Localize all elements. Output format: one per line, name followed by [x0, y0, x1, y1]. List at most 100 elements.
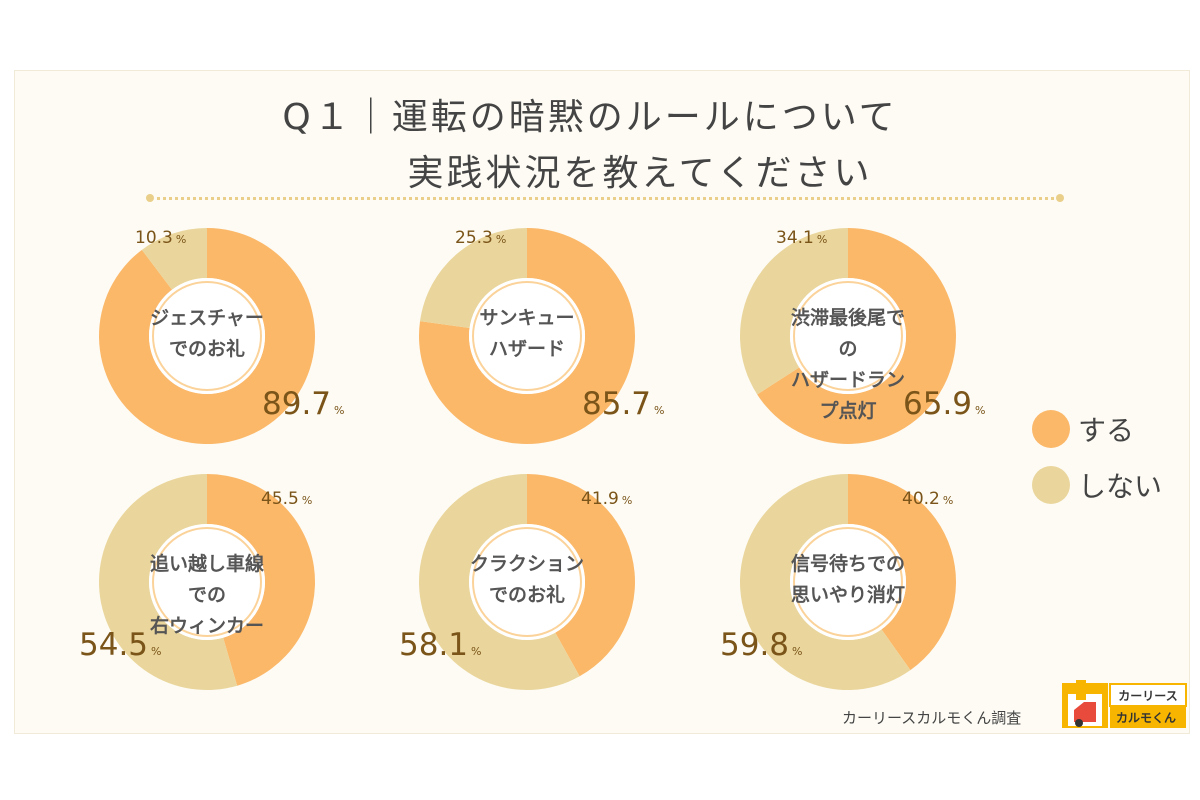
donut-center-label: ジェスチャー でのお礼 — [142, 303, 272, 365]
label-line1: 追い越し車線での — [149, 553, 264, 606]
value-label-suru: 85.7% — [582, 386, 664, 422]
label-line2: でのお礼 — [488, 584, 565, 606]
donut-center-label: 信号待ちでの 思いやり消灯 — [783, 549, 913, 611]
percent-sign: % — [792, 645, 803, 658]
divider-dot — [1056, 194, 1064, 202]
slice-suru — [757, 228, 956, 445]
label-line1: 渋滞最後尾での — [790, 307, 905, 360]
value-number: 54.5 — [79, 627, 149, 663]
value-number: 34.1 — [776, 228, 814, 248]
label-line2: でのお礼 — [168, 338, 245, 360]
slice-suru — [527, 474, 635, 677]
donut-center-label: 追い越し車線での右ウィンカー — [142, 549, 272, 642]
percent-sign: % — [471, 645, 482, 658]
survey-credit: カーリースカルモくん調査 — [842, 709, 1022, 727]
donut-chart — [98, 228, 315, 444]
slice-suru — [98, 228, 315, 444]
label-line1: 信号待ちでの — [790, 553, 905, 575]
divider-dot — [146, 194, 154, 202]
value-number: 25.3 — [455, 228, 493, 248]
donut-chart — [419, 228, 635, 444]
legend-item-suru: する — [1032, 409, 1134, 449]
chart-title-line2: 実践状況を教えてください — [407, 153, 873, 194]
donut-hole — [149, 278, 265, 394]
slice-shinai — [739, 228, 848, 395]
percent-sign: % — [175, 233, 187, 246]
value-number: 59.8 — [720, 627, 790, 663]
chart-title-line1: Q１｜運転の暗黙のルールについて — [282, 97, 898, 138]
donut-chart — [740, 473, 957, 690]
legend-swatch — [1032, 410, 1070, 448]
donut-center-label: クラクション でのお礼 — [462, 549, 592, 611]
donut-hole — [469, 524, 585, 640]
label-line2: 右ウィンカー — [149, 615, 264, 637]
value-number: 41.9 — [581, 489, 619, 509]
svg-text:カーリース: カーリース — [1118, 689, 1177, 703]
donut-center-label: 渋滞最後尾での ハザードランプ点灯 — [783, 303, 913, 427]
value-label-shinai: 54.5% — [79, 627, 161, 663]
carmo-logo: カーリース カルモくん — [1062, 680, 1187, 728]
donut-center-label: サンキュー ハザード — [462, 303, 592, 365]
value-number: 10.3 — [135, 228, 173, 248]
slice-suru — [848, 474, 957, 671]
value-label-shinai: 25.3% — [455, 228, 506, 248]
legend-item-shinai: しない — [1032, 465, 1162, 505]
value-label-shinai: 59.8% — [720, 627, 802, 663]
label-line1: ジェスチャー — [150, 307, 264, 329]
slice-shinai — [740, 473, 911, 690]
legend-swatch — [1032, 466, 1070, 504]
value-number: 89.7 — [262, 386, 332, 422]
slice-shinai — [420, 228, 527, 328]
value-label-suru: 45.5% — [261, 489, 312, 509]
label-line2: 思いやり消灯 — [790, 584, 905, 606]
label-line2: ハザード — [488, 338, 565, 360]
value-label-shinai: 58.1% — [399, 627, 481, 663]
donut-inner-ring — [472, 527, 582, 637]
donut-chart — [419, 474, 635, 690]
slice-suru — [207, 474, 315, 686]
value-label-suru: 89.7% — [262, 386, 344, 422]
percent-sign: % — [301, 494, 313, 507]
percent-sign: % — [975, 404, 986, 417]
donut-inner-ring — [793, 527, 903, 637]
value-number: 58.1 — [399, 627, 469, 663]
slice-shinai — [141, 228, 207, 290]
percent-sign: % — [654, 404, 665, 417]
donut-inner-ring — [152, 281, 262, 391]
percent-sign: % — [495, 233, 507, 246]
value-number: 45.5 — [261, 489, 299, 509]
label-line1: サンキュー — [479, 307, 575, 329]
value-label-shinai: 10.3% — [135, 228, 186, 248]
percent-sign: % — [334, 404, 345, 417]
label-line1: クラクション — [469, 553, 584, 575]
value-number: 40.2 — [902, 489, 940, 509]
donut-inner-ring — [472, 281, 582, 391]
value-label-suru: 41.9% — [581, 489, 632, 509]
value-label-suru: 65.9% — [903, 386, 985, 422]
label-line2: ハザードランプ点灯 — [790, 369, 905, 422]
percent-sign: % — [151, 645, 162, 658]
donut-chart — [739, 228, 956, 445]
value-number: 65.9 — [903, 386, 973, 422]
title-divider — [150, 197, 1060, 200]
percent-sign: % — [621, 494, 633, 507]
percent-sign: % — [942, 494, 954, 507]
slice-shinai — [99, 474, 238, 690]
donut-hole — [790, 278, 906, 394]
value-label-suru: 40.2% — [902, 489, 953, 509]
legend-label: しない — [1078, 470, 1163, 503]
donut-hole — [149, 524, 265, 640]
donut-inner-ring — [793, 281, 903, 391]
svg-text:カルモくん: カルモくん — [1116, 711, 1176, 725]
slice-suru — [419, 228, 635, 444]
slice-shinai — [419, 474, 580, 690]
value-label-shinai: 34.1% — [776, 228, 827, 248]
donut-hole — [469, 278, 585, 394]
donut-inner-ring — [152, 527, 262, 637]
legend-label: する — [1078, 414, 1135, 447]
percent-sign: % — [816, 233, 828, 246]
donut-hole — [790, 524, 906, 640]
donut-chart — [99, 474, 315, 690]
value-number: 85.7 — [582, 386, 652, 422]
